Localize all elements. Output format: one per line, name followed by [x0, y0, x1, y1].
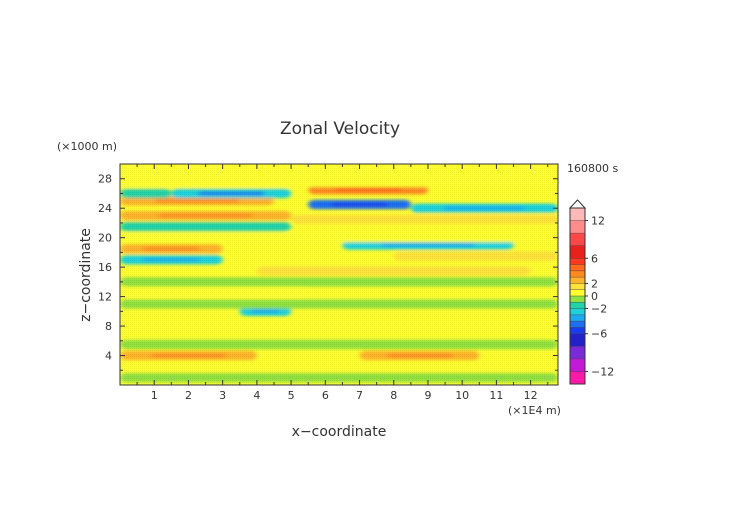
colorbar-tick-label: 6 — [591, 252, 598, 265]
y-tick-label: 4 — [105, 350, 112, 363]
colorbar-swatch — [570, 245, 585, 259]
colorbar-tick-label: 12 — [591, 215, 605, 228]
colorbar-swatch — [570, 327, 585, 334]
x-axis: 1 2 3 4 5 6 7 8 9 10 11 12 — [136, 164, 549, 402]
x-tick-label: 7 — [356, 389, 363, 402]
x-tick-label: 3 — [219, 389, 226, 402]
colorbar-swatch — [570, 208, 585, 221]
colorbar-swatch — [570, 302, 585, 309]
colorbar-swatch — [570, 308, 585, 315]
x-tick-label: 6 — [322, 389, 329, 402]
x-tick-label: 10 — [455, 389, 469, 402]
colorbar-swatch — [570, 289, 585, 296]
colorbar-tick-label: 0 — [591, 290, 598, 303]
stipple-overlay — [120, 164, 558, 385]
y-tick-label: 28 — [98, 173, 112, 186]
y-tick-label: 20 — [98, 232, 112, 245]
y-tick-label: 24 — [98, 202, 112, 215]
colorbar-swatch — [570, 333, 585, 347]
colorbar-swatch — [570, 283, 585, 290]
y-tick-label: 16 — [98, 261, 112, 274]
colorbar: 12 6 20−2 −6 −12 — [568, 199, 614, 385]
x-tick-label: 4 — [253, 389, 260, 402]
y-unit-label: (×1000 m) — [57, 140, 117, 153]
x-unit-label: (×1E4 m) — [508, 404, 561, 417]
x-tick-label: 5 — [288, 389, 295, 402]
colorbar-tick-label: −12 — [591, 365, 614, 378]
colorbar-swatch — [570, 321, 585, 328]
colorbar-swatch — [570, 371, 585, 384]
y-axis: 4 8 12 16 20 24 28 — [98, 173, 558, 371]
time-label: 160800 s — [567, 162, 618, 175]
x-tick-label: 9 — [424, 389, 431, 402]
x-tick-label: 8 — [390, 389, 397, 402]
colorbar-swatch — [570, 220, 585, 234]
x-tick-label: 11 — [489, 389, 503, 402]
x-tick-label: 1 — [151, 389, 158, 402]
colorbar-swatch — [570, 264, 585, 271]
x-axis-label: x−coordinate — [292, 424, 387, 440]
colorbar-tick-label: −2 — [591, 303, 607, 316]
x-tick-label: 2 — [185, 389, 192, 402]
y-tick-label: 8 — [105, 320, 112, 333]
colorbar-tick-label: −6 — [591, 328, 607, 341]
y-tick-label: 12 — [98, 291, 112, 304]
colorbar-swatch — [570, 233, 585, 246]
colorbar-tick-label: 2 — [591, 277, 598, 290]
colorbar-swatch — [570, 270, 585, 278]
y-axis-label: z−coordinate — [78, 228, 94, 322]
colorbar-swatch — [570, 296, 585, 303]
x-tick-label: 12 — [524, 389, 538, 402]
colorbar-swatch — [570, 314, 585, 322]
chart-title: Zonal Velocity — [280, 119, 400, 139]
colorbar-swatch — [570, 277, 585, 284]
colorbar-overflow-triangle — [568, 199, 587, 209]
colorbar-swatch — [570, 258, 585, 265]
colorbar-swatch — [570, 346, 585, 359]
plot-frame — [119, 163, 559, 386]
colorbar-swatch — [570, 358, 585, 372]
